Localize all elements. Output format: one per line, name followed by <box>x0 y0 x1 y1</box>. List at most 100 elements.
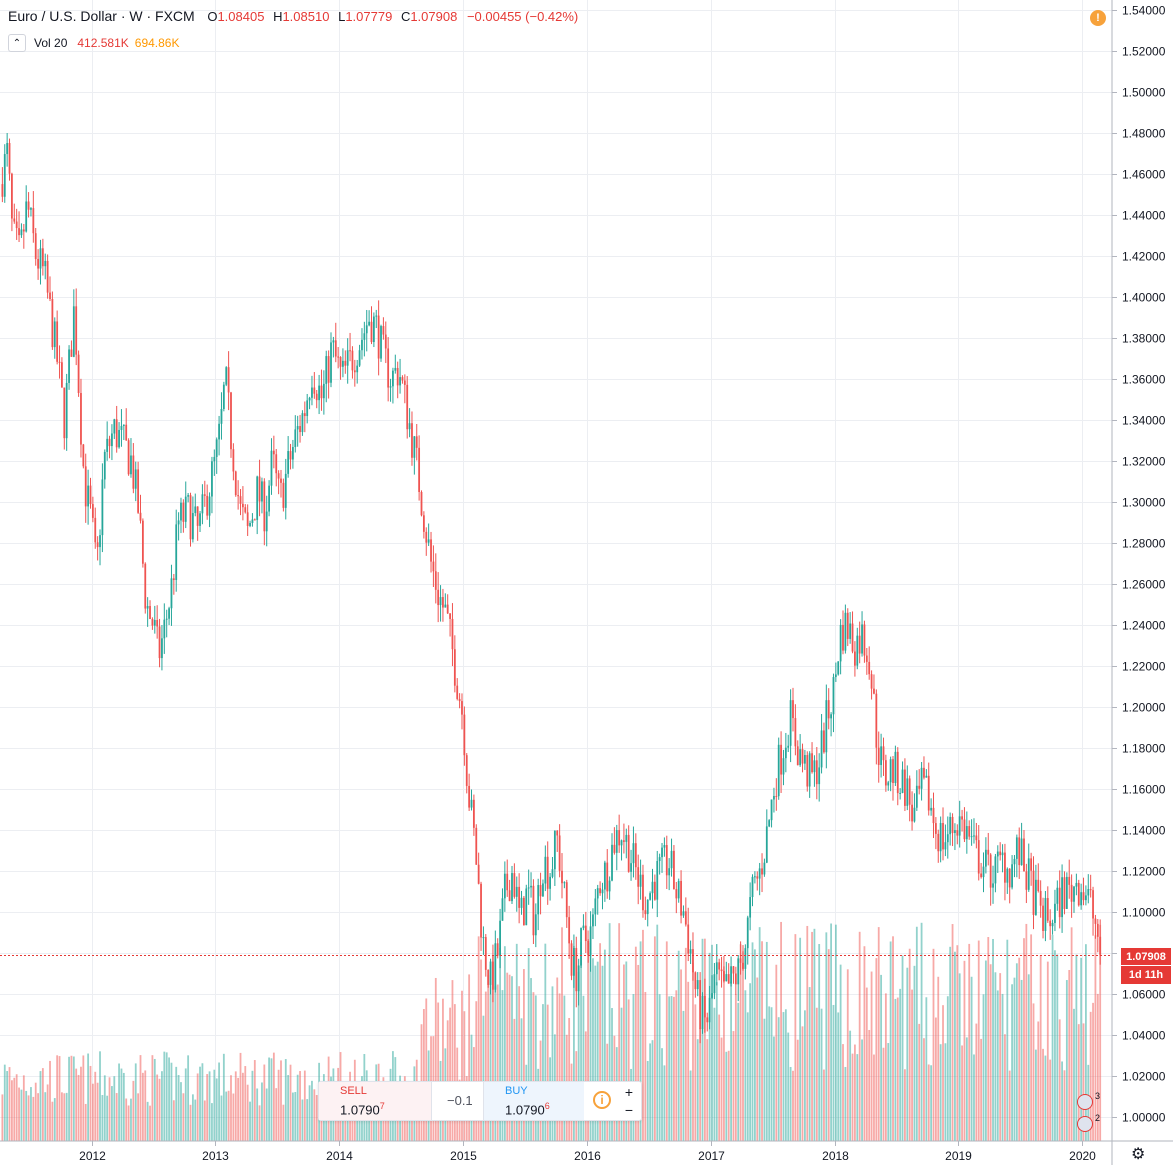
candle-body <box>161 638 163 659</box>
candle-body <box>558 835 561 871</box>
x-tick-label: 2017 <box>698 1149 725 1163</box>
volume-bar <box>384 1105 387 1141</box>
volume-bar <box>842 1044 844 1141</box>
volume-bar <box>1068 969 1071 1141</box>
candle-body <box>225 367 228 385</box>
candle-body <box>887 782 890 786</box>
volume-bar <box>970 976 973 1141</box>
candle-body <box>463 714 466 756</box>
buy-button[interactable]: BUY 1.07906 <box>483 1082 584 1120</box>
volume-bar <box>325 1103 328 1141</box>
minus-button[interactable]: − <box>624 1101 634 1118</box>
volume-bar <box>425 998 428 1141</box>
price-axis: 1.54000 1.52000 1.50000 1.48000 1.46000 1.440… <box>1111 0 1166 1165</box>
volume-bar <box>251 1070 254 1141</box>
candle-body <box>668 868 671 876</box>
volume-bar <box>1001 993 1004 1141</box>
candle-body <box>399 377 401 386</box>
volume-bar <box>482 1015 485 1141</box>
info-icon[interactable]: i <box>593 1091 611 1109</box>
bar-countdown: 1d 11h <box>1121 966 1171 984</box>
candle-body <box>782 758 785 775</box>
candle-body <box>796 746 799 766</box>
candle-body <box>570 943 573 976</box>
candle-body <box>213 456 216 462</box>
volume-bar <box>532 992 535 1141</box>
gear-icon[interactable]: ⚙ <box>1131 1146 1146 1163</box>
volume-bar <box>663 1065 666 1141</box>
candle-body <box>894 751 897 783</box>
candle-body <box>480 883 482 938</box>
chevron-up-icon[interactable]: ⌃ <box>8 34 26 52</box>
candle-body <box>970 836 973 838</box>
candle-body <box>384 334 387 349</box>
candle-body <box>1032 870 1035 915</box>
candle-body <box>1061 877 1063 918</box>
candle-body <box>1042 905 1044 931</box>
symbol-title[interactable]: Euro / U.S. Dollar · W · FXCM <box>8 8 195 24</box>
economic-event-eu-icon[interactable] <box>1077 1094 1093 1110</box>
volume-bar <box>611 1008 613 1141</box>
y-tick-label: 1.24000 <box>1122 619 1166 633</box>
candle-body <box>556 830 559 836</box>
volume-bar <box>806 925 809 1141</box>
sell-button[interactable]: SELL 1.07907 <box>319 1082 432 1120</box>
candle-body <box>808 753 811 787</box>
candle-body <box>430 539 432 562</box>
volume-bar <box>661 1048 663 1141</box>
volume-bar <box>218 1062 220 1141</box>
candle-body <box>522 897 525 926</box>
volume-bar <box>889 941 892 1141</box>
candle-body <box>444 604 447 608</box>
candle-body <box>703 995 706 1018</box>
volume-bar <box>1034 1049 1037 1141</box>
y-tick-label: 1.18000 <box>1122 742 1166 756</box>
volume-bar <box>91 1083 94 1141</box>
candle-body <box>1008 868 1011 888</box>
economic-event-us-icon[interactable] <box>1077 1116 1093 1132</box>
candle-body <box>746 917 749 949</box>
candle-body <box>127 440 130 475</box>
volume-bar <box>515 943 518 1141</box>
candle-body <box>513 873 516 897</box>
volume-bar <box>880 974 883 1141</box>
candle-body <box>134 469 137 489</box>
candle-body <box>13 218 16 222</box>
candle-body <box>282 482 285 508</box>
volume-bar <box>299 1071 301 1141</box>
volume-bar <box>568 1017 571 1141</box>
symbol-legend: Euro / U.S. Dollar · W · FXCM O1.08405 H… <box>8 8 578 24</box>
volume-bar <box>463 1011 466 1141</box>
volume-bar <box>258 1105 261 1141</box>
candle-body <box>175 524 178 581</box>
alert-icon[interactable]: ! <box>1090 10 1106 26</box>
volume-bar <box>699 1028 702 1141</box>
candle-body <box>58 361 61 363</box>
candle-body <box>525 888 528 926</box>
candle-body <box>515 886 518 897</box>
volume-bar <box>896 997 899 1141</box>
volume-bar <box>653 936 656 1141</box>
candle-body <box>313 387 316 394</box>
candle-body <box>932 807 935 824</box>
candle-body <box>363 333 366 340</box>
volume-bar <box>265 1088 268 1141</box>
volume-bar <box>418 1105 421 1141</box>
volume-bar <box>37 1093 40 1141</box>
candle-body <box>125 424 128 441</box>
candle-body <box>942 823 944 850</box>
volume-bar <box>161 1071 163 1141</box>
plus-button[interactable]: + <box>624 1083 634 1100</box>
candle-body <box>684 911 687 925</box>
candle-body <box>211 461 213 497</box>
candle-body <box>1087 889 1090 896</box>
volume-bar <box>146 1101 149 1141</box>
volume-bar <box>930 1065 933 1141</box>
volume-bar <box>701 938 704 1141</box>
candle-body <box>534 914 537 936</box>
candle-body <box>315 393 318 401</box>
volume-bar <box>987 937 990 1141</box>
candle-body <box>1068 876 1071 885</box>
volume-label[interactable]: Vol 20 <box>34 36 68 50</box>
